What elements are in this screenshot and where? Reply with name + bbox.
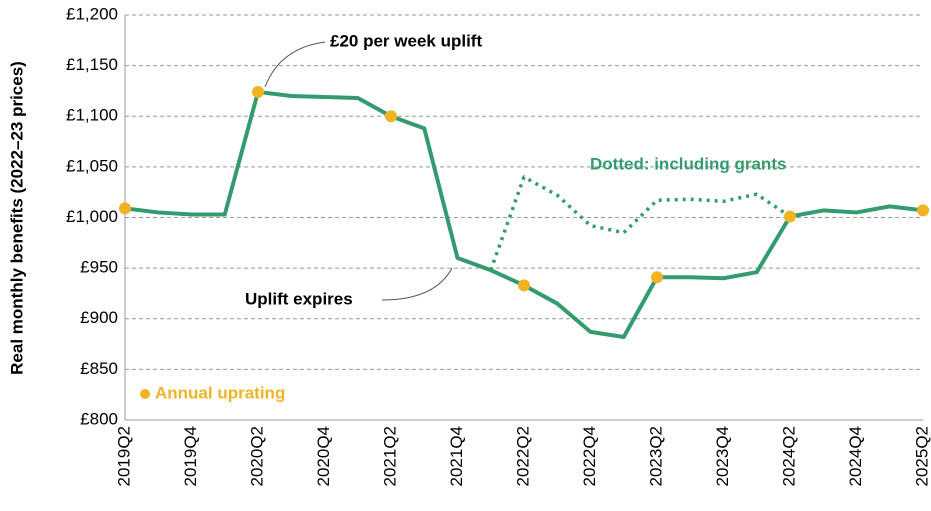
y-tick-label: £900 (80, 308, 118, 327)
uprating-dot (518, 279, 530, 292)
y-tick-label: £1,050 (66, 156, 118, 175)
y-tick-label: £1,150 (66, 55, 118, 74)
x-tick-label: 2023Q2 (646, 426, 665, 487)
annotation: £20 per week uplift (330, 31, 482, 50)
x-tick-label: 2020Q4 (314, 426, 333, 487)
y-tick-label: £950 (80, 258, 118, 277)
x-tick-label: 2022Q2 (513, 426, 532, 487)
x-tick-label: 2023Q4 (713, 426, 732, 487)
dotted-line (489, 175, 791, 271)
x-tick-label: 2024Q4 (846, 426, 865, 487)
uprating-dot (385, 110, 397, 123)
x-tick-label: 2019Q4 (181, 426, 200, 487)
x-tick-label: 2024Q2 (779, 426, 798, 487)
uprating-dot (252, 85, 264, 98)
x-tick-label: 2019Q2 (114, 426, 133, 487)
uprating-dot (119, 202, 131, 215)
x-tick-label: 2021Q2 (380, 426, 399, 487)
x-tick-label: 2022Q4 (580, 426, 599, 487)
y-tick-label: £850 (80, 359, 118, 378)
y-tick-label: £800 (80, 409, 118, 428)
y-tick-label: £1,100 (66, 106, 118, 125)
x-tick-label: 2020Q2 (247, 426, 266, 487)
uprating-dot (784, 210, 796, 223)
uprating-dot (917, 204, 929, 217)
legend-label: Annual uprating (155, 383, 285, 402)
y-tick-label: £1,000 (66, 207, 118, 226)
x-tick-label: 2025Q2 (912, 426, 931, 487)
callout (381, 267, 453, 301)
x-tick-label: 2021Q4 (447, 426, 466, 487)
annotation: Uplift expires (245, 289, 353, 308)
y-axis-label: Real monthly benefits (2022–23 prices) (7, 61, 26, 375)
legend-marker (140, 389, 150, 399)
series-label: Dotted: including grants (590, 154, 786, 173)
uprating-dot (651, 271, 663, 284)
callout (264, 41, 326, 88)
y-tick-label: £1,200 (66, 4, 118, 23)
